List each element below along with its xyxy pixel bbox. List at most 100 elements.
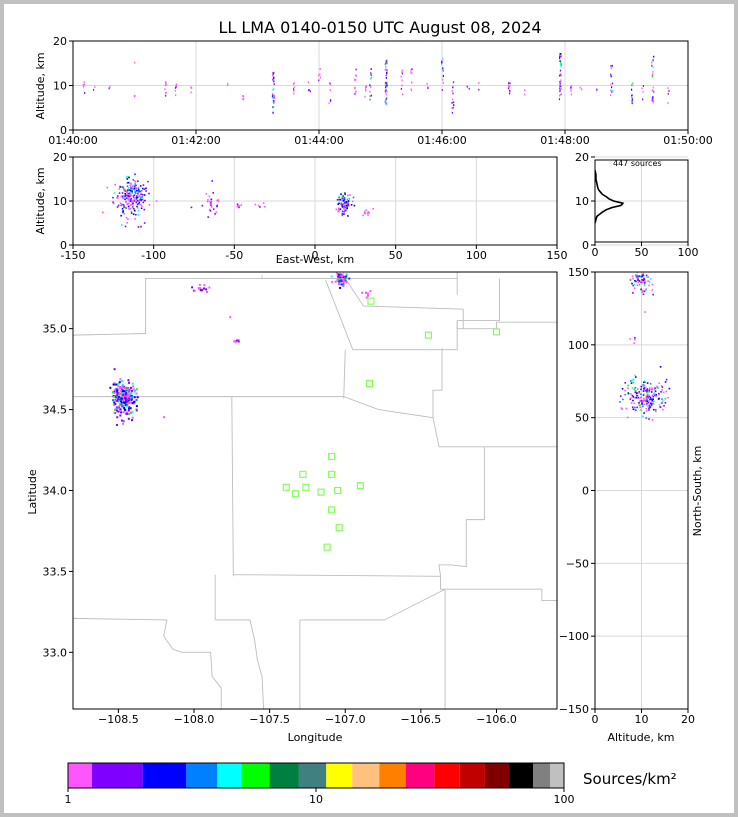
source-point bbox=[140, 207, 143, 210]
source-point bbox=[122, 411, 125, 414]
source-point bbox=[115, 406, 118, 409]
source-point bbox=[639, 396, 642, 399]
source-point bbox=[643, 284, 646, 286]
source-point bbox=[129, 393, 132, 396]
source-point bbox=[115, 387, 118, 390]
source-point bbox=[131, 402, 134, 405]
source-point bbox=[124, 225, 127, 228]
source-point bbox=[336, 275, 339, 278]
source-point bbox=[643, 403, 645, 406]
source-point bbox=[646, 398, 648, 401]
source-point bbox=[625, 407, 628, 410]
source-point bbox=[630, 88, 633, 91]
source-point bbox=[631, 275, 634, 278]
source-point bbox=[203, 284, 206, 287]
altitude-ns-panel: 0 10 20 −150 −100 −50 0 50 100 150 Altitude, km Nor… bbox=[559, 266, 704, 744]
source-point bbox=[364, 95, 366, 98]
source-point bbox=[135, 198, 138, 200]
source-point bbox=[610, 73, 612, 76]
colorbar-bin bbox=[68, 763, 93, 788]
source-point bbox=[350, 204, 353, 206]
source-point bbox=[129, 407, 132, 410]
source-point bbox=[273, 96, 275, 99]
source-point bbox=[386, 90, 388, 93]
source-point bbox=[635, 280, 637, 283]
x-tick-label: 20 bbox=[681, 713, 695, 726]
source-point bbox=[649, 278, 652, 280]
source-point bbox=[524, 93, 526, 96]
source-point bbox=[126, 197, 129, 200]
x-tick-label: -150 bbox=[61, 249, 86, 262]
source-point bbox=[216, 199, 218, 202]
source-point bbox=[651, 394, 654, 397]
source-point bbox=[427, 87, 429, 90]
y-tick-label: 0 bbox=[60, 124, 67, 137]
source-point bbox=[163, 416, 166, 419]
source-point bbox=[611, 64, 614, 67]
source-point bbox=[645, 417, 648, 420]
source-point bbox=[113, 382, 116, 385]
source-point bbox=[128, 406, 131, 409]
source-point bbox=[125, 405, 128, 408]
source-point bbox=[190, 91, 192, 94]
source-point bbox=[122, 210, 124, 212]
source-point bbox=[635, 276, 638, 278]
source-point bbox=[212, 208, 215, 210]
source-point bbox=[581, 88, 583, 91]
source-point bbox=[131, 410, 134, 413]
source-point bbox=[341, 276, 344, 279]
source-point bbox=[621, 388, 624, 390]
source-point bbox=[452, 86, 454, 89]
source-point bbox=[633, 396, 636, 399]
source-point bbox=[643, 278, 646, 281]
source-point bbox=[451, 90, 453, 92]
plan-xlabel: Longitude bbox=[288, 731, 343, 744]
source-point bbox=[215, 211, 218, 213]
source-point bbox=[139, 185, 142, 187]
source-point bbox=[659, 366, 662, 368]
source-point bbox=[343, 211, 346, 213]
source-point bbox=[658, 404, 661, 406]
source-point bbox=[411, 72, 413, 75]
source-point bbox=[640, 288, 642, 291]
source-point bbox=[143, 208, 146, 211]
source-point bbox=[453, 101, 455, 104]
source-point bbox=[348, 277, 351, 280]
colorbar-bin bbox=[241, 763, 270, 788]
x-tick-label: 01:40:00 bbox=[48, 134, 97, 147]
source-point bbox=[355, 90, 357, 93]
source-point bbox=[208, 195, 211, 198]
source-point bbox=[165, 91, 167, 94]
source-point bbox=[124, 194, 127, 197]
colorbar-bin bbox=[484, 763, 509, 788]
source-point bbox=[129, 208, 131, 211]
y-tick-label: 34.0 bbox=[43, 485, 68, 498]
source-point bbox=[135, 398, 138, 401]
source-point bbox=[338, 202, 340, 205]
source-point bbox=[272, 96, 274, 99]
source-point bbox=[272, 93, 274, 95]
source-point bbox=[641, 274, 644, 276]
source-point bbox=[328, 102, 330, 105]
source-point bbox=[610, 64, 612, 67]
source-point bbox=[652, 89, 654, 92]
source-point bbox=[355, 78, 357, 81]
source-point bbox=[143, 194, 146, 196]
source-point bbox=[508, 92, 511, 95]
source-point bbox=[653, 392, 656, 394]
source-point bbox=[120, 214, 122, 217]
colorbar-bin bbox=[533, 763, 551, 788]
source-point bbox=[341, 210, 344, 213]
source-point bbox=[559, 87, 561, 90]
time-height-ylabel: Altitude, km bbox=[34, 52, 47, 119]
source-point bbox=[639, 275, 642, 278]
source-point bbox=[646, 390, 649, 392]
y-tick-label: −150 bbox=[559, 703, 589, 716]
lma-station-marker bbox=[282, 483, 290, 491]
source-point bbox=[136, 199, 139, 202]
source-point bbox=[293, 92, 295, 95]
source-point bbox=[121, 210, 124, 213]
source-point bbox=[648, 389, 651, 391]
source-point bbox=[138, 190, 141, 193]
y-tick-label: 0 bbox=[582, 485, 589, 498]
